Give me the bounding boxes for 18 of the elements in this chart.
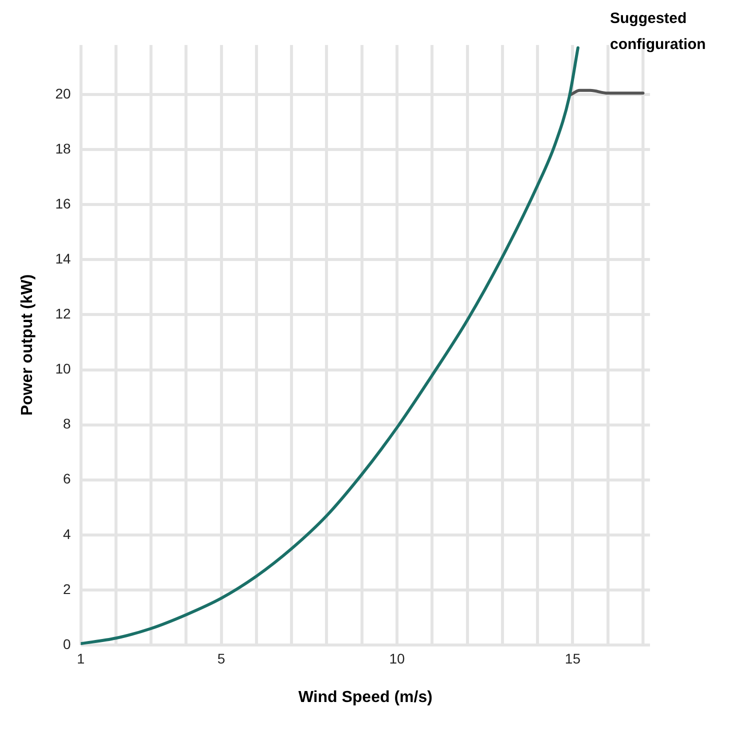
y-tick-label: 10: [55, 360, 71, 377]
y-tick-label: 2: [62, 580, 71, 597]
x-tick-label: 15: [564, 650, 581, 666]
y-tick-label: 8: [62, 416, 71, 432]
y-tick-label: 14: [55, 250, 71, 267]
y-tick-label: 0: [62, 636, 71, 652]
y-tick-label: 16: [55, 195, 71, 212]
y-tick-label: 6: [62, 470, 71, 487]
y-tick-label: 12: [55, 306, 71, 322]
text: Suggested configuration: [610, 9, 707, 55]
y-tick-label: 20: [55, 85, 71, 102]
y-tick-label: 18: [55, 140, 71, 156]
y-tick-label: 4: [62, 526, 71, 542]
x-axis-title: Wind Speed (m/s): [298, 688, 432, 706]
x-tick-label: 1: [76, 650, 85, 666]
y-axis-title: Power output (kW): [19, 274, 36, 416]
x-tick-label: 10: [389, 650, 406, 666]
x-tick-label: 5: [217, 650, 226, 666]
